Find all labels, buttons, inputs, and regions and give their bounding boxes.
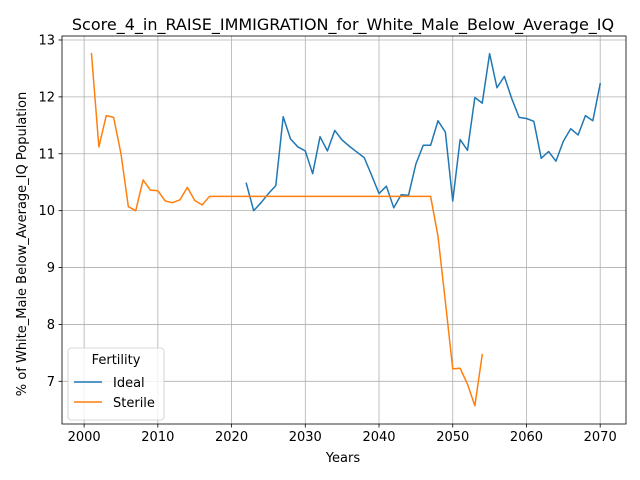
y-tick-label: 7: [47, 375, 55, 390]
y-tick-label: 13: [38, 33, 55, 48]
x-tick-label: 2040: [362, 430, 395, 445]
x-tick-label: 2020: [215, 430, 248, 445]
x-tick-label: 2050: [436, 430, 469, 445]
x-tick-label: 2000: [68, 430, 101, 445]
chart-title: Score_4_in_RAISE_IMMIGRATION_for_White_M…: [72, 15, 614, 35]
y-tick-label: 8: [47, 318, 55, 333]
x-axis-title: Years: [325, 451, 361, 466]
x-tick-label: 2060: [510, 430, 543, 445]
legend-title: Fertility: [92, 353, 141, 368]
x-tick-label: 2010: [141, 430, 174, 445]
legend-label-sterile: Sterile: [113, 396, 155, 411]
x-tick-label: 2070: [584, 430, 617, 445]
x-tick-label: 2030: [289, 430, 322, 445]
legend: Fertility Ideal Sterile: [68, 348, 164, 420]
y-tick-label: 9: [47, 261, 55, 276]
y-axis-title: % of White_Male Below_Average_IQ Populat…: [15, 92, 30, 396]
legend-label-ideal: Ideal: [113, 376, 145, 391]
y-tick-label: 11: [38, 147, 55, 162]
y-tick-label: 10: [38, 204, 55, 219]
y-tick-label: 12: [38, 90, 55, 105]
